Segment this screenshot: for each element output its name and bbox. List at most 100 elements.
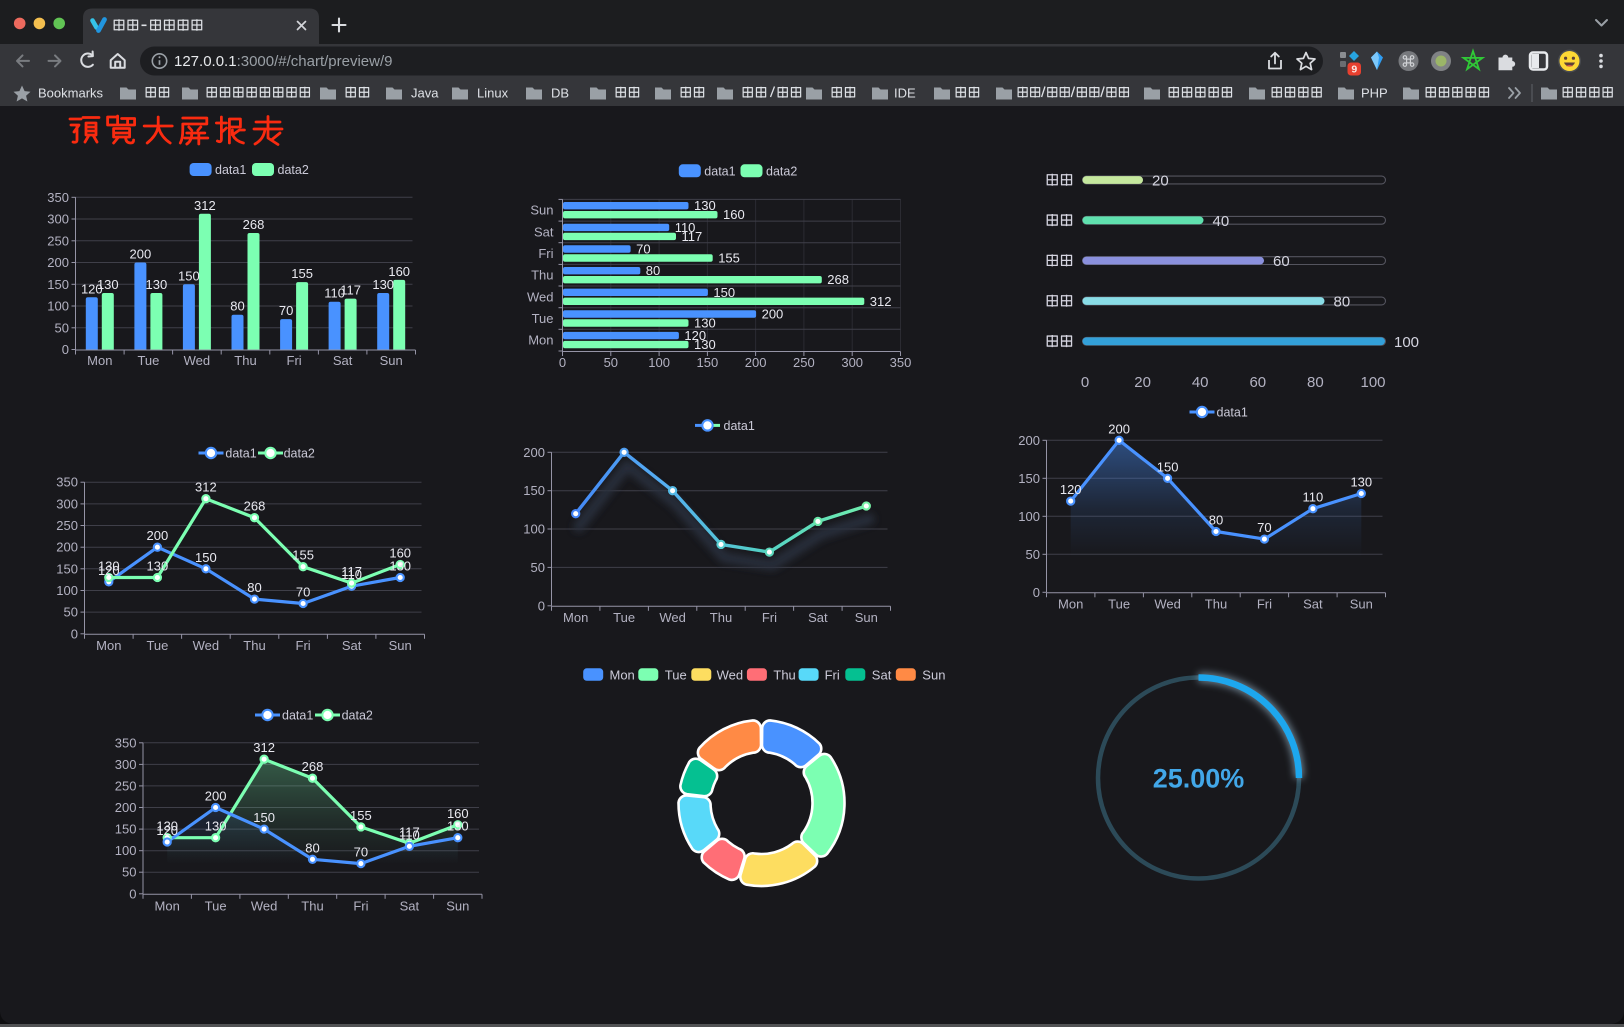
svg-text:80: 80 bbox=[1307, 374, 1324, 391]
svg-text:Tue: Tue bbox=[146, 638, 168, 653]
svg-text:110: 110 bbox=[1303, 490, 1324, 505]
svg-text:250: 250 bbox=[56, 518, 78, 533]
svg-text:200: 200 bbox=[130, 247, 152, 262]
svg-text:Thu: Thu bbox=[531, 268, 553, 283]
svg-text:200: 200 bbox=[47, 255, 69, 270]
svg-text:130: 130 bbox=[156, 819, 178, 834]
svg-text:data2: data2 bbox=[342, 709, 373, 723]
svg-text:160: 160 bbox=[388, 264, 410, 279]
svg-text:50: 50 bbox=[531, 560, 545, 575]
svg-text:Bookmarks: Bookmarks bbox=[38, 86, 104, 101]
svg-text:50: 50 bbox=[64, 605, 78, 620]
svg-text:0: 0 bbox=[538, 598, 545, 613]
svg-text:Wed: Wed bbox=[527, 289, 554, 304]
svg-text:110: 110 bbox=[324, 286, 345, 301]
svg-text:150: 150 bbox=[178, 268, 200, 283]
svg-text:Sat: Sat bbox=[400, 898, 420, 913]
svg-text:130: 130 bbox=[447, 819, 469, 834]
svg-text:200: 200 bbox=[523, 445, 545, 460]
svg-text:200: 200 bbox=[147, 528, 169, 543]
svg-text:60: 60 bbox=[1249, 374, 1266, 391]
svg-text:50: 50 bbox=[604, 355, 618, 370]
svg-text:160: 160 bbox=[447, 806, 469, 821]
svg-text:data1: data1 bbox=[724, 419, 755, 433]
svg-text:150: 150 bbox=[1157, 459, 1179, 474]
svg-text:100: 100 bbox=[47, 299, 69, 314]
svg-text:Thu: Thu bbox=[1205, 596, 1227, 611]
svg-text:200: 200 bbox=[1018, 433, 1040, 448]
svg-text:268: 268 bbox=[302, 759, 324, 774]
svg-text:Thu: Thu bbox=[301, 898, 323, 913]
svg-text:160: 160 bbox=[723, 207, 745, 222]
svg-text:20: 20 bbox=[1134, 374, 1151, 391]
svg-text:Sat: Sat bbox=[1303, 596, 1323, 611]
svg-text:150: 150 bbox=[56, 561, 78, 576]
svg-text:Sat: Sat bbox=[333, 353, 353, 368]
svg-text:350: 350 bbox=[890, 355, 912, 370]
svg-text:127.0.0.1:3000/#/chart/preview: 127.0.0.1:3000/#/chart/preview/9 bbox=[174, 53, 393, 70]
svg-text:50: 50 bbox=[55, 320, 69, 335]
svg-text:Wed: Wed bbox=[717, 667, 744, 682]
svg-text:130: 130 bbox=[694, 337, 716, 352]
svg-text:data1: data1 bbox=[1217, 406, 1248, 420]
svg-text:Tue: Tue bbox=[532, 311, 554, 326]
svg-text:120: 120 bbox=[81, 281, 103, 296]
svg-text:200: 200 bbox=[115, 800, 137, 815]
svg-text:80: 80 bbox=[230, 299, 244, 314]
svg-text:80: 80 bbox=[646, 263, 660, 278]
svg-text:250: 250 bbox=[47, 233, 69, 248]
svg-text:Mon: Mon bbox=[1058, 596, 1083, 611]
svg-text:80: 80 bbox=[305, 840, 319, 855]
svg-text:Sat: Sat bbox=[534, 224, 554, 239]
svg-text:312: 312 bbox=[870, 294, 892, 309]
svg-text:130: 130 bbox=[694, 198, 716, 213]
svg-text:Tue: Tue bbox=[613, 610, 635, 625]
svg-text:117: 117 bbox=[340, 283, 361, 298]
svg-text:Mon: Mon bbox=[155, 898, 180, 913]
svg-text:130: 130 bbox=[372, 277, 394, 292]
svg-text:70: 70 bbox=[279, 303, 293, 318]
svg-text:0: 0 bbox=[559, 355, 566, 370]
svg-text:100: 100 bbox=[523, 522, 545, 537]
svg-text:0: 0 bbox=[1081, 374, 1089, 391]
svg-text:Fri: Fri bbox=[296, 638, 311, 653]
svg-text:268: 268 bbox=[244, 499, 266, 514]
svg-text:50: 50 bbox=[1026, 547, 1040, 562]
svg-text:120: 120 bbox=[684, 328, 706, 343]
svg-text:268: 268 bbox=[827, 272, 849, 287]
svg-text:300: 300 bbox=[841, 355, 863, 370]
svg-text:70: 70 bbox=[1257, 520, 1271, 535]
svg-text:70: 70 bbox=[636, 242, 650, 257]
svg-text:250: 250 bbox=[793, 355, 815, 370]
svg-text:Sun: Sun bbox=[530, 203, 553, 218]
svg-text:120: 120 bbox=[156, 823, 178, 838]
svg-text:Tue: Tue bbox=[665, 667, 687, 682]
svg-text:160: 160 bbox=[389, 546, 411, 561]
svg-text:Sun: Sun bbox=[1350, 596, 1373, 611]
svg-text:130: 130 bbox=[694, 316, 716, 331]
svg-text:Fri: Fri bbox=[353, 898, 368, 913]
svg-text:0: 0 bbox=[71, 626, 78, 641]
svg-text:350: 350 bbox=[115, 735, 137, 750]
svg-text:Tue: Tue bbox=[1108, 596, 1130, 611]
svg-text:80: 80 bbox=[247, 580, 261, 595]
svg-text:9: 9 bbox=[1351, 64, 1357, 76]
svg-text:120: 120 bbox=[1060, 482, 1082, 497]
svg-text:110: 110 bbox=[399, 827, 420, 842]
svg-text:268: 268 bbox=[243, 217, 265, 232]
svg-text:312: 312 bbox=[253, 740, 275, 755]
svg-text:Linux: Linux bbox=[477, 86, 509, 101]
svg-text:40: 40 bbox=[1192, 374, 1209, 391]
svg-text:Sat: Sat bbox=[342, 638, 362, 653]
svg-text:150: 150 bbox=[713, 285, 735, 300]
svg-text:200: 200 bbox=[205, 789, 227, 804]
svg-text:150: 150 bbox=[697, 355, 719, 370]
svg-text:Java: Java bbox=[411, 86, 439, 101]
svg-text:150: 150 bbox=[195, 550, 217, 565]
svg-text:150: 150 bbox=[253, 810, 275, 825]
svg-text:200: 200 bbox=[1108, 421, 1130, 436]
svg-text:200: 200 bbox=[762, 307, 784, 322]
svg-text:130: 130 bbox=[205, 819, 227, 834]
svg-text:PHP: PHP bbox=[1361, 86, 1388, 101]
svg-text:data2: data2 bbox=[284, 447, 315, 461]
